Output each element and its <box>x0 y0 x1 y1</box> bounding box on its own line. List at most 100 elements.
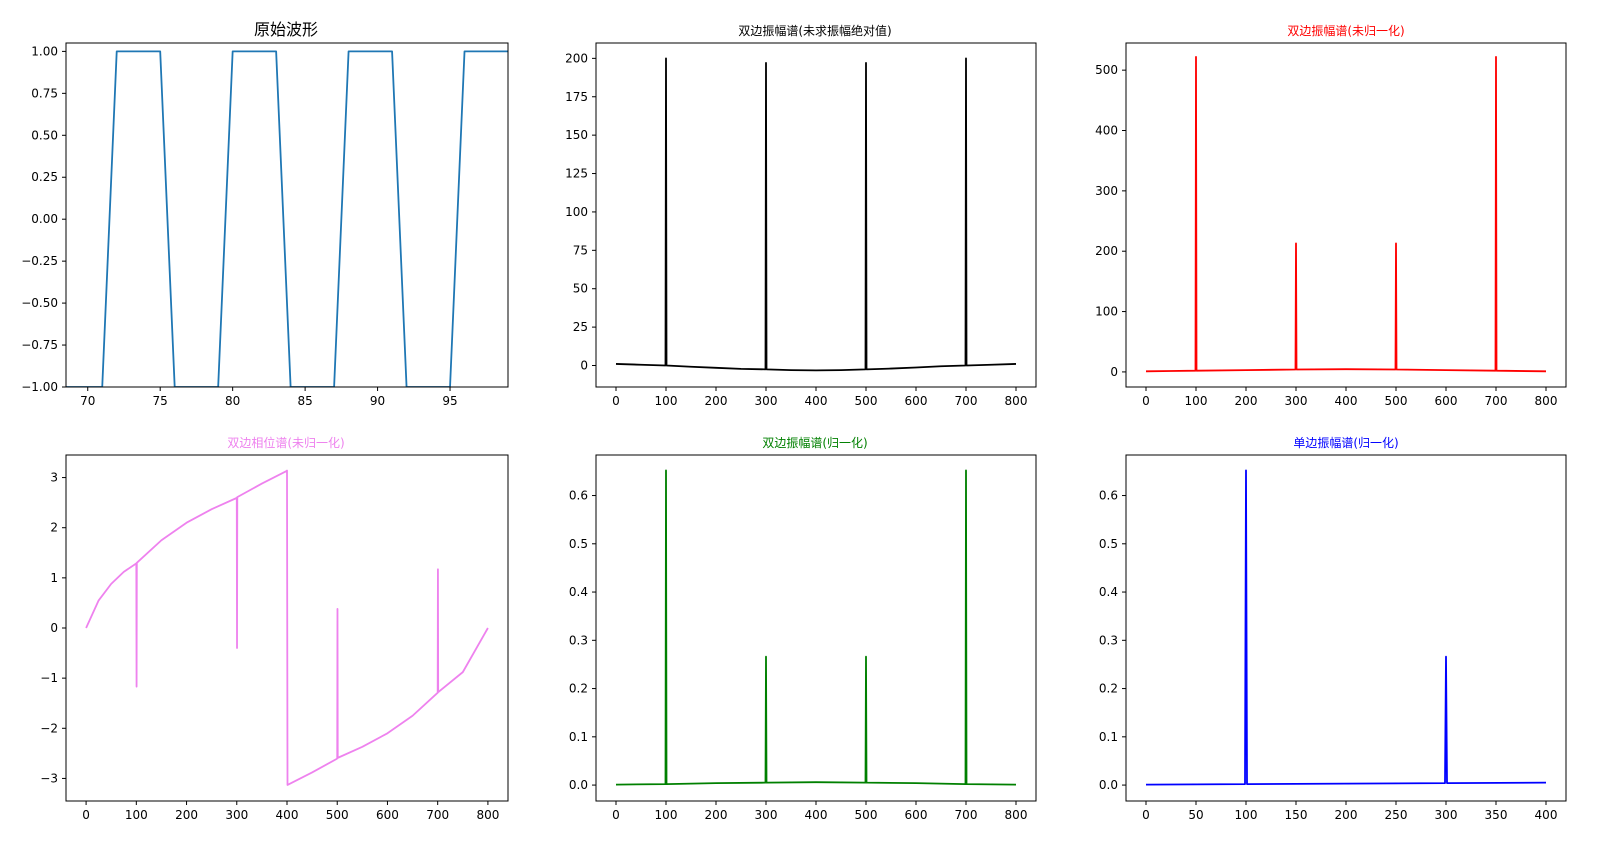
series-line <box>615 469 1017 786</box>
x-tick-label: 600 <box>905 394 928 408</box>
y-tick-label: −1.00 <box>21 380 58 394</box>
x-tick-label: 400 <box>805 394 828 408</box>
y-tick-label: 200 <box>565 51 588 65</box>
subplot-one-sided-amplitude-normalized: 单边振幅谱(归一化) 0 50 100 150 200 250 300 350 400 0.0 0.… <box>1099 435 1567 822</box>
subplot-two-sided-phase-unnormalized: 双边相位谱(未归一化) 0 100 200 300 400 500 600 700 800 −3 −… <box>40 435 509 822</box>
y-tick-label: 0.4 <box>569 585 588 599</box>
y-tick-label: 0 <box>1110 365 1118 379</box>
y-tick-label: 0.00 <box>31 212 58 226</box>
x-tick-label: 400 <box>1335 394 1358 408</box>
y-tick-label: −1 <box>40 671 58 685</box>
x-tick-label: 800 <box>476 808 499 822</box>
y-tick-label: 0.5 <box>1099 537 1118 551</box>
x-tick-label: 200 <box>175 808 198 822</box>
y-tick-label: 50 <box>573 282 588 296</box>
x-tick-label: 100 <box>125 808 148 822</box>
x-tick-label: 95 <box>442 394 457 408</box>
y-tick-label: 0.2 <box>1099 682 1118 696</box>
x-tick-label: 0 <box>612 394 620 408</box>
y-tick-label: 0.1 <box>1099 730 1118 744</box>
y-tick-label: 175 <box>565 90 588 104</box>
y-tick-label: 0 <box>50 621 58 635</box>
y-tick-label: 1.00 <box>31 44 58 58</box>
x-tick-label: 300 <box>1285 394 1308 408</box>
x-tick-label: 600 <box>905 808 928 822</box>
y-tick-label: 0.0 <box>1099 778 1118 792</box>
y-tick-label: 0.6 <box>569 489 588 503</box>
chart-title: 双边振幅谱(归一化) <box>762 435 867 450</box>
plot-frame <box>65 42 509 388</box>
y-tick-label: 0.50 <box>31 128 58 142</box>
chart-title: 双边振幅谱(未归一化) <box>1287 23 1404 38</box>
chart-title: 单边振幅谱(归一化) <box>1293 435 1398 450</box>
x-tick-label: 400 <box>805 808 828 822</box>
x-tick-label: 100 <box>1235 808 1258 822</box>
x-tick-label: 600 <box>376 808 399 822</box>
y-tick-label: 125 <box>565 167 588 181</box>
y-tick-label: 1 <box>50 571 58 585</box>
y-tick-label: 2 <box>50 521 58 535</box>
y-tick-label: 200 <box>1095 244 1118 258</box>
x-tick-label: 300 <box>755 808 778 822</box>
x-tick-label: 0 <box>82 808 90 822</box>
x-tick-label: 700 <box>426 808 449 822</box>
y-tick-label: 0.75 <box>31 86 58 100</box>
x-tick-label: 200 <box>1235 394 1258 408</box>
x-tick-label: 700 <box>1485 394 1508 408</box>
y-tick-label: 150 <box>565 128 588 142</box>
x-tick-label: 70 <box>80 394 95 408</box>
x-tick-label: 0 <box>612 808 620 822</box>
chart-title: 原始波形 <box>254 20 318 39</box>
x-tick-label: 700 <box>955 394 978 408</box>
y-tick-label: 100 <box>1095 305 1118 319</box>
x-tick-label: 500 <box>326 808 349 822</box>
x-tick-label: 0 <box>1142 394 1150 408</box>
x-tick-label: 700 <box>955 808 978 822</box>
x-tick-label: 300 <box>1435 808 1458 822</box>
x-tick-label: 150 <box>1285 808 1308 822</box>
subplot-two-sided-amplitude-signed: 双边振幅谱(未求振幅绝对值) 0 100 200 300 400 500 600 700 800… <box>565 23 1037 408</box>
x-tick-label: 200 <box>705 808 728 822</box>
series-line <box>66 50 508 387</box>
series-line <box>85 469 489 786</box>
x-tick-label: 500 <box>855 394 878 408</box>
chart-title: 双边相位谱(未归一化) <box>227 435 344 450</box>
x-tick-label: 100 <box>1185 394 1208 408</box>
x-tick-label: 800 <box>1005 394 1028 408</box>
x-tick-label: 200 <box>1335 808 1358 822</box>
y-tick-label: −0.25 <box>21 254 58 268</box>
y-tick-label: 75 <box>573 243 588 257</box>
y-tick-label: 0.6 <box>1099 489 1118 503</box>
y-tick-label: 100 <box>565 205 588 219</box>
x-tick-label: 400 <box>276 808 299 822</box>
y-tick-label: 0.4 <box>1099 585 1118 599</box>
y-tick-label: −0.50 <box>21 296 58 310</box>
x-tick-label: 100 <box>655 394 678 408</box>
y-tick-label: 0.3 <box>1099 633 1118 647</box>
x-tick-label: 300 <box>225 808 248 822</box>
y-tick-label: 3 <box>50 471 58 485</box>
x-tick-label: 50 <box>1188 808 1203 822</box>
y-tick-label: −0.75 <box>21 338 58 352</box>
x-tick-label: 85 <box>297 394 312 408</box>
series-line <box>1145 55 1547 373</box>
x-tick-label: 80 <box>225 394 240 408</box>
series-line <box>615 57 1017 372</box>
y-tick-label: −2 <box>40 721 58 735</box>
subplot-two-sided-amplitude-unnormalized: 双边振幅谱(未归一化) 0 100 200 300 400 500 600 700 800 0 10… <box>1095 23 1567 408</box>
chart-title: 双边振幅谱(未求振幅绝对值) <box>738 23 891 38</box>
x-tick-label: 500 <box>855 808 878 822</box>
x-tick-label: 100 <box>655 808 678 822</box>
x-tick-label: 90 <box>370 394 385 408</box>
x-tick-label: 250 <box>1385 808 1408 822</box>
x-tick-label: 200 <box>705 394 728 408</box>
x-tick-label: 350 <box>1485 808 1508 822</box>
x-tick-label: 800 <box>1535 394 1558 408</box>
y-tick-label: 0.5 <box>569 537 588 551</box>
y-tick-label: 0.25 <box>31 170 58 184</box>
x-tick-label: 800 <box>1005 808 1028 822</box>
y-tick-label: 0.1 <box>569 730 588 744</box>
subplot-original-waveform: 原始波形 70 75 80 85 90 95 −1.00 −0.75 −0.50 −0.25 0.0… <box>21 20 509 408</box>
x-tick-label: 600 <box>1435 394 1458 408</box>
